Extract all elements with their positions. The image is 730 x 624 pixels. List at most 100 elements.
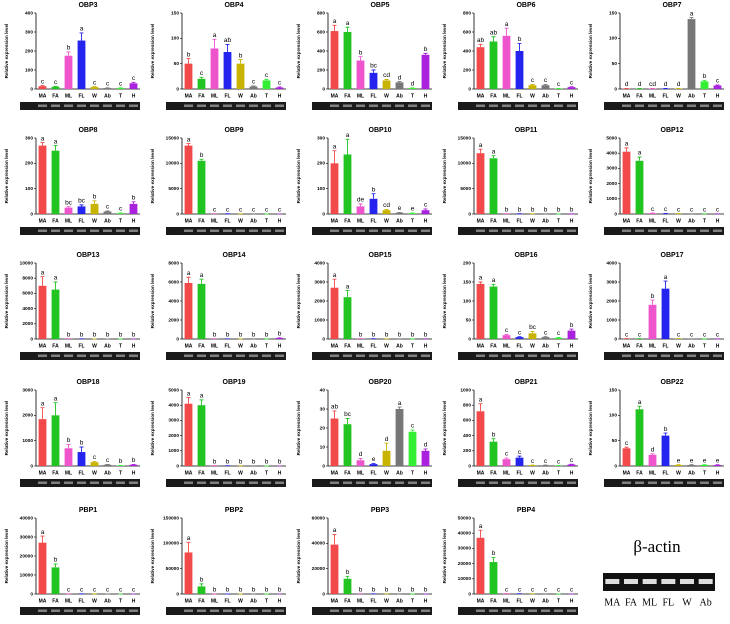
x-tick-label: T: [703, 93, 706, 99]
significance-letter: b: [372, 586, 376, 593]
y-tick-label: 0: [322, 463, 325, 469]
gel-band: [76, 104, 87, 107]
significance-letter: c: [80, 587, 84, 594]
gel-band: [566, 104, 577, 107]
bar: [489, 41, 498, 89]
significance-letter: d: [651, 447, 655, 454]
bar: [64, 207, 73, 214]
bar: [184, 552, 193, 594]
y-tick-label: 10: [320, 444, 326, 450]
significance-letter: b: [346, 569, 350, 576]
significance-letter: c: [106, 81, 110, 88]
y-tick-label: 0: [176, 463, 179, 469]
bar: [382, 210, 391, 214]
x-tick-label: MA: [477, 218, 485, 224]
chart-title: PBP3: [371, 507, 389, 514]
error-bar: [397, 406, 402, 409]
x-tick-label: MA: [39, 93, 47, 99]
gel-band: [183, 609, 194, 612]
gel-band: [128, 481, 139, 484]
bar: [184, 403, 193, 466]
error-bar: [131, 81, 136, 84]
error-bar: [371, 463, 376, 465]
y-axis-label: Relative expression level: [442, 401, 447, 456]
significance-letter: c: [106, 587, 110, 594]
x-tick-label: FA: [344, 470, 351, 476]
x-tick-label: W: [676, 343, 681, 349]
x-tick-label: MA: [39, 343, 47, 349]
gel-band: [89, 481, 100, 484]
gel-band: [37, 104, 48, 107]
gel-band: [661, 579, 676, 584]
chart-title: PBP1: [79, 507, 97, 514]
gel-band: [642, 579, 657, 584]
gel-band: [63, 104, 74, 107]
gel-band: [248, 609, 259, 612]
x-tick-label: T: [119, 598, 122, 604]
error-bar: [478, 148, 483, 154]
error-bar: [637, 156, 642, 161]
error-bar: [491, 36, 496, 42]
x-tick-label: T: [119, 218, 122, 224]
gel-band: [420, 104, 431, 107]
bar: [330, 287, 339, 339]
x-tick-label: FA: [52, 470, 59, 476]
gel-band: [660, 481, 671, 484]
y-tick-label: 1000: [22, 438, 33, 444]
significance-letter: ab: [224, 37, 232, 44]
significance-letter: c: [265, 207, 269, 214]
y-tick-label: 20000: [458, 561, 472, 567]
gel-band: [686, 104, 697, 107]
significance-letter: c: [200, 70, 204, 77]
gel-band: [235, 104, 246, 107]
lane-label: FL: [662, 597, 674, 608]
error-bar: [79, 204, 84, 207]
bar: [515, 51, 524, 89]
gel-band: [89, 354, 100, 357]
significance-letter: b: [570, 322, 574, 329]
y-axis-label: Relative expression level: [296, 274, 301, 329]
x-tick-label: H: [716, 218, 720, 224]
chart-title: OBP20: [369, 379, 392, 386]
bar: [38, 419, 47, 466]
x-tick-label: FA: [490, 343, 497, 349]
gel-band: [527, 481, 538, 484]
bar: [567, 464, 576, 466]
significance-letter: c: [239, 207, 243, 214]
significance-letter: ab: [331, 404, 339, 411]
bar: [489, 286, 498, 339]
gel-band: [355, 104, 366, 107]
significance-letter: c: [638, 331, 642, 338]
bar: [275, 338, 284, 339]
significance-letter: a: [346, 283, 350, 290]
x-tick-label: FA: [198, 218, 205, 224]
x-tick-label: MA: [623, 218, 631, 224]
gel-band: [407, 229, 418, 232]
x-tick-label: ML: [65, 218, 72, 224]
significance-letter: d: [411, 81, 415, 88]
y-tick-label: 100: [463, 298, 471, 304]
significance-letter: c: [265, 72, 269, 79]
gel-band: [540, 481, 551, 484]
significance-letter: c: [557, 330, 561, 337]
y-tick-label: 20000: [20, 553, 34, 559]
error-bar: [264, 78, 269, 81]
gel-band: [647, 481, 658, 484]
significance-letter: c: [544, 458, 548, 465]
bar: [713, 464, 722, 466]
y-tick-label: 3000: [314, 279, 325, 285]
x-tick-label: W: [92, 470, 97, 476]
x-tick-label: FL: [78, 343, 84, 349]
bar: [103, 464, 112, 466]
y-axis-label: Relative expression level: [150, 529, 155, 584]
significance-letter: c: [531, 77, 535, 84]
gel-band: [196, 354, 207, 357]
significance-letter: c: [664, 206, 668, 213]
significance-letter: b: [132, 195, 136, 202]
significance-letter: a: [187, 535, 191, 542]
y-axis-label: Relative expression level: [296, 149, 301, 204]
error-bar: [384, 208, 389, 211]
gel-band: [235, 229, 246, 232]
y-tick-label: 0: [30, 591, 33, 597]
significance-letter: e: [677, 457, 681, 464]
